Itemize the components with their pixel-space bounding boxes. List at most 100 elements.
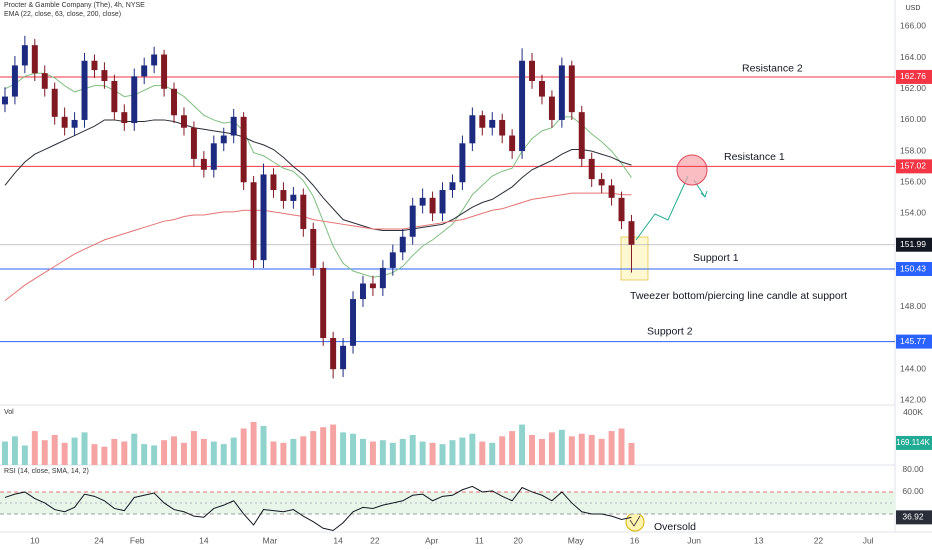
candle-body <box>350 299 357 346</box>
y-tick-label: 164.00 <box>900 52 926 62</box>
candle-body <box>11 65 18 97</box>
candle-body <box>171 88 178 116</box>
candle-body <box>330 338 337 370</box>
rsi-marker <box>896 510 932 525</box>
candle-body <box>51 88 58 117</box>
volume-tick-label: 400K <box>903 407 923 417</box>
x-tick-label: 11 <box>475 535 484 545</box>
candle-body <box>598 179 605 186</box>
volume-bar <box>499 436 506 465</box>
candle-body <box>519 60 526 152</box>
volume-bar <box>51 435 58 465</box>
y-tick-label: 144.00 <box>900 363 926 373</box>
rsi-tick-label: 80.00 <box>902 464 924 474</box>
chart-title: Procter & Gamble Company (The), 4h, NYSE <box>4 2 145 9</box>
candle-body <box>479 115 486 128</box>
candle-body <box>379 267 386 289</box>
candle-body <box>260 174 267 261</box>
candle-body <box>161 54 168 89</box>
candle-body <box>538 81 545 97</box>
candle-body <box>111 81 118 113</box>
y-tick-label: 156.00 <box>900 177 926 187</box>
candle-body <box>399 236 406 253</box>
candle-body <box>429 197 436 214</box>
x-tick-label: 14 <box>333 535 343 545</box>
volume-bar <box>548 432 555 465</box>
level-marker <box>896 159 932 174</box>
candle-body <box>141 65 148 77</box>
last-price-marker <box>896 237 932 252</box>
candle-body <box>340 345 347 370</box>
x-tick-label: Jul <box>863 535 874 545</box>
last-price-value: 151.99 <box>900 239 926 249</box>
volume-bar <box>310 431 317 465</box>
candle-body <box>91 60 98 71</box>
rsi-last-value: 36.92 <box>902 512 924 522</box>
x-tick-label: 20 <box>513 535 523 545</box>
volume-bar <box>161 440 168 465</box>
x-tick-label: 22 <box>370 535 380 545</box>
volume-bar <box>449 440 456 465</box>
level-marker <box>896 262 932 277</box>
candle-body <box>548 96 555 120</box>
volume-bar <box>41 440 48 465</box>
candle-body <box>320 267 327 339</box>
rsi-line <box>4 485 632 531</box>
x-tick-label: 13 <box>754 535 764 545</box>
candle-body <box>529 60 536 81</box>
candle-body <box>618 197 625 222</box>
candle-body <box>240 116 247 183</box>
candle-body <box>509 135 516 152</box>
volume-bar <box>71 437 78 465</box>
volume-bar <box>200 438 207 465</box>
volume-bar <box>479 441 486 465</box>
level-marker <box>896 334 932 349</box>
volume-bar <box>171 436 178 465</box>
volume-bar <box>1 441 8 465</box>
rsi-legend: RSI (14, close, SMA, 14, 2) <box>4 468 89 475</box>
volume-bar <box>409 435 416 465</box>
volume-bar <box>369 441 376 465</box>
candle-body <box>290 194 297 201</box>
candle-body <box>419 197 426 206</box>
level-label: Resistance 2 <box>742 63 803 75</box>
volume-bar <box>598 438 605 465</box>
volume-bar <box>379 440 386 465</box>
volume-bar <box>578 433 585 465</box>
candle-body <box>628 221 635 245</box>
volume-bar <box>330 424 337 465</box>
volume-bar <box>350 433 357 465</box>
candle-body <box>439 190 446 214</box>
level-value: 157.02 <box>900 161 926 171</box>
volume-bar <box>439 444 446 465</box>
volume-marker <box>896 435 932 450</box>
volume-bar <box>21 445 28 465</box>
volume-bar <box>459 437 466 465</box>
candle-body <box>389 252 396 268</box>
level-label: Resistance 1 <box>724 151 785 163</box>
volume-bar <box>340 432 347 465</box>
volume-bar <box>270 441 277 465</box>
candle-body <box>61 116 68 128</box>
currency: USD <box>906 5 921 12</box>
x-tick-label: 22 <box>814 535 824 545</box>
oversold-circle <box>625 512 645 532</box>
candle-body <box>151 54 158 66</box>
volume-bar <box>91 444 98 465</box>
y-tick-label: 142.00 <box>900 395 926 405</box>
level-value: 162.76 <box>900 71 926 81</box>
level-marker <box>896 69 932 84</box>
volume-bar <box>300 436 307 465</box>
candle-body <box>588 158 595 180</box>
y-tick-label: 148.00 <box>900 301 926 311</box>
candle-body <box>608 185 615 198</box>
volume-bar <box>429 442 436 465</box>
level-label: Support 2 <box>647 325 693 337</box>
level-value: 145.77 <box>900 336 926 346</box>
annotation: Tweezer bottom/piercing line candle at s… <box>630 290 847 302</box>
volume-bar <box>180 442 187 465</box>
candle-body <box>469 115 476 144</box>
volume-bar <box>240 428 247 465</box>
volume-bar <box>131 433 138 465</box>
candle-body <box>81 60 88 120</box>
